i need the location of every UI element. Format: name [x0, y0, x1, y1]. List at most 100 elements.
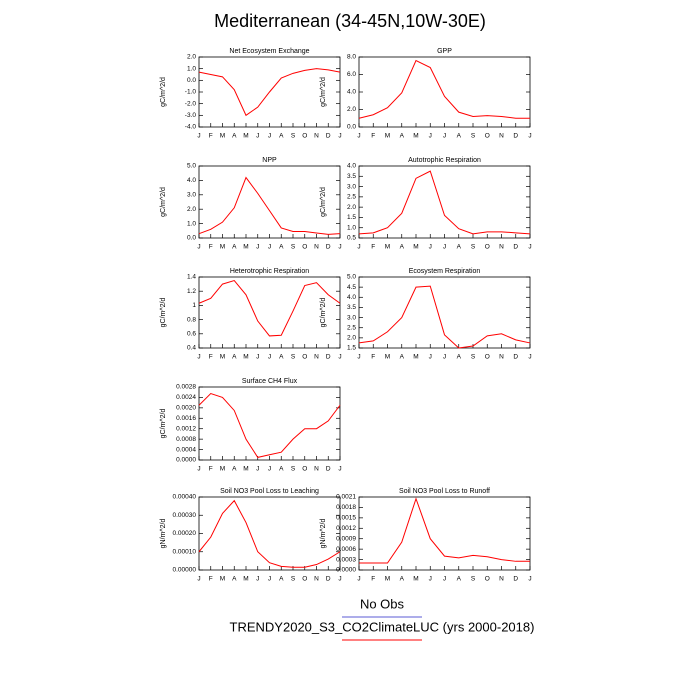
x-tick-label: O	[302, 244, 307, 251]
x-tick-label: M	[385, 133, 390, 140]
y-tick-label: 1.5	[347, 345, 356, 352]
y-tick-label: 0.0012	[336, 525, 356, 532]
y-tick-label: 0.4	[187, 345, 196, 352]
x-tick-label: F	[209, 576, 213, 583]
x-tick-label: J	[357, 354, 360, 361]
x-tick-label: J	[528, 244, 531, 251]
y-tick-label: 1	[192, 302, 196, 309]
x-tick-label: S	[471, 244, 476, 251]
x-tick-label: M	[220, 133, 225, 140]
y-tick-label: 2.0	[187, 206, 196, 213]
x-tick-label: M	[220, 466, 225, 473]
x-tick-label: N	[499, 576, 504, 583]
y-tick-label: 1.0	[187, 65, 196, 72]
y-tick-label: 0.00010	[173, 548, 197, 555]
y-tick-label: 0.00040	[173, 494, 197, 501]
x-tick-label: N	[314, 244, 319, 251]
x-tick-label: F	[371, 576, 375, 583]
x-tick-label: J	[268, 354, 271, 361]
x-tick-label: J	[443, 354, 446, 361]
y-tick-label: 0.0021	[336, 494, 356, 501]
y-tick-label: 0.0015	[336, 515, 356, 522]
y-tick-label: 0.0006	[336, 546, 356, 553]
x-tick-label: D	[513, 354, 518, 361]
plot-frame	[358, 276, 531, 349]
x-tick-label: O	[485, 133, 490, 140]
y-tick-label: 3.0	[347, 183, 356, 190]
data-line	[358, 170, 531, 235]
x-tick-label: M	[243, 133, 248, 140]
x-tick-label: D	[326, 133, 331, 140]
plot-frame	[358, 165, 531, 239]
x-tick-label: O	[302, 466, 307, 473]
x-tick-label: A	[232, 133, 237, 140]
x-tick-label: M	[243, 466, 248, 473]
x-tick-label: O	[302, 576, 307, 583]
data-line	[358, 59, 530, 119]
x-tick-label: S	[471, 133, 476, 140]
x-tick-label: F	[371, 133, 375, 140]
x-tick-label: J	[338, 354, 341, 361]
x-tick-label: D	[326, 466, 331, 473]
x-tick-label: D	[513, 133, 518, 140]
y-tick-label: 4.5	[347, 284, 356, 291]
x-tick-label: J	[429, 576, 432, 583]
x-tick-label: M	[220, 354, 225, 361]
x-tick-label: M	[413, 133, 418, 140]
x-tick-label: J	[357, 244, 360, 251]
x-tick-label: J	[528, 133, 531, 140]
y-tick-label: 1.2	[187, 288, 196, 295]
x-tick-label: M	[220, 244, 225, 251]
x-tick-label: S	[471, 354, 476, 361]
y-tick-label: 0.0000	[176, 457, 196, 464]
y-tick-label: 4.0	[347, 163, 356, 170]
x-tick-label: N	[499, 244, 504, 251]
x-tick-label: N	[499, 133, 504, 140]
y-tick-label: 0.0016	[176, 415, 196, 422]
x-tick-label: D	[326, 576, 331, 583]
x-tick-label: J	[268, 244, 271, 251]
x-tick-label: J	[357, 576, 360, 583]
y-tick-label: 0.8	[187, 316, 196, 323]
y-tick-label: 0.0	[187, 77, 196, 84]
y-tick-label: 0.00030	[173, 512, 197, 519]
panel-title: Ecosystem Respiration	[409, 268, 481, 275]
panel-title: Surface CH4 Flux	[242, 378, 298, 385]
x-tick-label: J	[429, 244, 432, 251]
panel-title: Autotrophic Respiration	[408, 157, 481, 164]
x-tick-label: D	[326, 244, 331, 251]
y-tick-label: 0.0	[187, 235, 196, 242]
x-tick-label: F	[209, 133, 213, 140]
panel-title: Soil NO3 Pool Loss to Runoff	[399, 488, 490, 495]
x-tick-label: M	[243, 354, 248, 361]
y-tick-label: 0.6	[187, 331, 196, 338]
x-tick-label: J	[197, 244, 200, 251]
y-axis-label: gC/m^2/d	[160, 187, 167, 217]
y-tick-label: 2.0	[347, 335, 356, 342]
y-tick-label: 0.00000	[173, 567, 197, 574]
data-line	[198, 392, 341, 458]
data-line	[359, 497, 530, 564]
x-tick-label: M	[385, 354, 390, 361]
x-tick-label: A	[279, 576, 284, 583]
x-tick-label: J	[528, 576, 531, 583]
y-axis-label: gC/m^2/d	[160, 77, 167, 107]
x-tick-label: J	[256, 466, 259, 473]
x-tick-label: M	[413, 576, 418, 583]
x-tick-label: O	[302, 133, 307, 140]
x-tick-label: N	[314, 576, 319, 583]
y-tick-label: 0.0024	[176, 394, 196, 401]
x-tick-label: A	[457, 576, 462, 583]
panel-title: NPP	[262, 157, 277, 164]
x-tick-label: A	[457, 133, 462, 140]
y-axis-label: gC/m^2/d	[160, 409, 167, 439]
x-tick-label: M	[385, 244, 390, 251]
y-tick-label: 0.0004	[176, 446, 196, 453]
x-tick-label: J	[256, 354, 259, 361]
x-tick-label: A	[457, 354, 462, 361]
x-tick-label: J	[528, 354, 531, 361]
x-tick-label: D	[326, 354, 331, 361]
x-tick-label: S	[471, 576, 476, 583]
y-tick-label: 3.5	[347, 304, 356, 311]
